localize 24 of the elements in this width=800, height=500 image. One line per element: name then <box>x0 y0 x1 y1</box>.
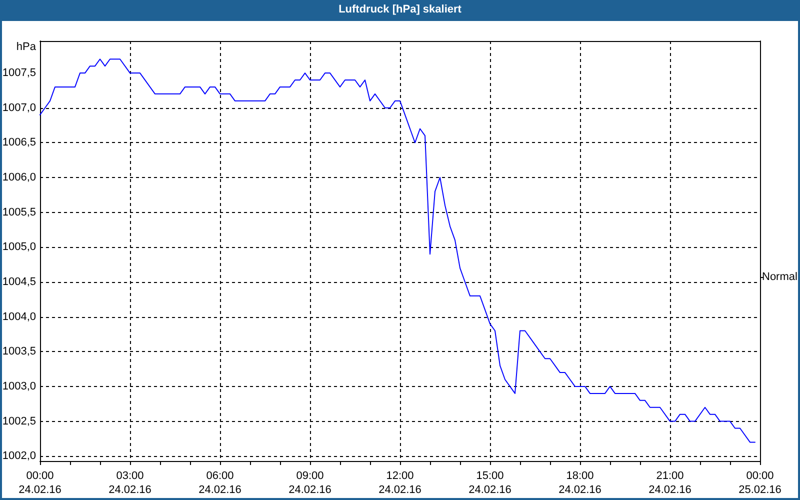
y-tick-label: 1005,0 <box>2 241 36 254</box>
y-axis-title: hPa <box>16 41 37 53</box>
ref-line-label: Normal <box>762 271 798 284</box>
y-tick-label: 1006,5 <box>2 136 36 149</box>
x-tick-label: 09:00 24.02.16 <box>288 470 332 496</box>
x-tick-label: 06:00 24.02.16 <box>198 470 242 496</box>
x-tick-label: 03:00 24.02.16 <box>108 470 152 496</box>
x-tick-label: 18:00 24.02.16 <box>558 470 602 496</box>
y-tick-label: 1005,5 <box>2 206 36 218</box>
x-tick-label: 00:00 24.02.16 <box>18 470 62 496</box>
x-tick-label: 12:00 24.02.16 <box>378 470 422 496</box>
x-tick-label: 00:00 25.02.16 <box>738 470 782 496</box>
x-tick-label: 15:00 24.02.16 <box>468 470 512 496</box>
y-tick-label: 1002,0 <box>2 450 36 462</box>
x-tick-label: 21:00 24.02.16 <box>648 470 692 496</box>
y-tick-label: 1004,0 <box>2 310 36 323</box>
y-tick-label: 1007,0 <box>2 102 36 114</box>
y-tick-label: 1002,5 <box>2 415 36 428</box>
y-tick-label: 1007,5 <box>2 67 36 80</box>
y-tick-label: 1004,5 <box>2 276 36 288</box>
y-tick-label: 1003,0 <box>2 380 36 392</box>
chart-title: Luftdruck [hPa] skaliert <box>338 4 462 16</box>
y-tick-label: 1006,0 <box>2 172 36 184</box>
y-tick-label: 1003,5 <box>2 346 36 358</box>
